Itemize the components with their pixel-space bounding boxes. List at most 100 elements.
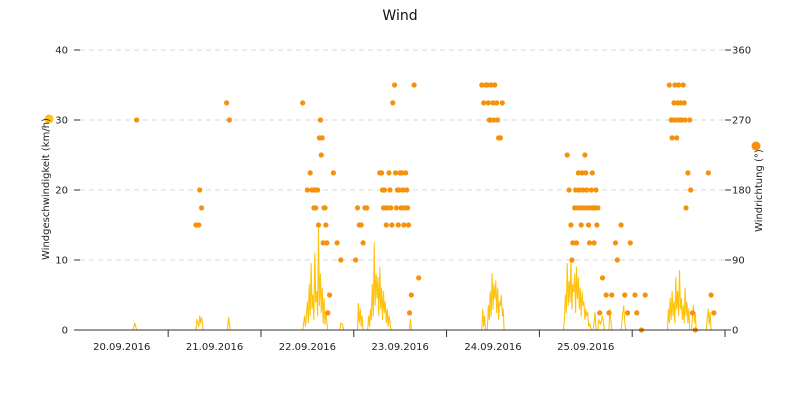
direction-point <box>490 100 496 106</box>
y-left-tick-label: 40 <box>55 46 68 57</box>
direction-point <box>327 292 333 298</box>
direction-point <box>612 240 619 246</box>
direction-point <box>676 82 682 88</box>
direction-point <box>484 82 490 88</box>
direction-point <box>313 205 319 211</box>
direction-point <box>582 152 588 158</box>
direction-point <box>597 310 603 316</box>
direction-point <box>674 135 680 141</box>
direction-point <box>323 222 329 228</box>
y-axis-left-label: Windgeschwindigkeit (km/h) <box>41 118 52 260</box>
direction-point <box>614 257 620 263</box>
direction-point <box>589 170 595 176</box>
direction-point <box>618 222 624 228</box>
direction-point <box>406 310 413 316</box>
x-axis-ticks: 20.09.2016 21.09.2016 22.09.2016 23.09.2016… <box>93 330 726 353</box>
direction-point <box>566 187 572 193</box>
y-right-tick-label: 270 <box>732 116 751 127</box>
direction-point <box>494 100 500 106</box>
direction-point <box>315 222 322 228</box>
direction-point <box>388 205 394 211</box>
direction-point <box>403 170 409 176</box>
direction-point <box>499 100 505 106</box>
direction-point <box>353 257 359 263</box>
y-axis-right-title: Windrichtung (°) <box>751 141 765 232</box>
direction-point <box>390 100 396 106</box>
direction-point <box>360 240 366 246</box>
direction-point <box>495 117 501 123</box>
x-tick-label: 25.09.2016 <box>557 342 614 353</box>
wind-direction-series <box>134 82 717 333</box>
direction-point <box>580 187 586 193</box>
direction-point <box>196 222 202 228</box>
direction-point <box>568 222 574 228</box>
direction-point <box>307 170 313 176</box>
direction-point <box>577 205 583 211</box>
direction-point <box>379 170 385 176</box>
y-axis-right-label: Windrichtung (°) <box>754 149 765 232</box>
direction-point <box>405 205 411 211</box>
direction-point <box>606 310 612 316</box>
y-left-tick-label: 20 <box>55 186 68 197</box>
direction-point <box>396 187 402 193</box>
x-tick-label: 20.09.2016 <box>93 342 150 353</box>
direction-point <box>318 152 324 158</box>
x-tick-label: 24.09.2016 <box>464 342 521 353</box>
chart-title: Wind <box>382 8 417 24</box>
direction-point <box>411 82 417 88</box>
y-left-tick-label: 0 <box>62 326 68 337</box>
direction-point <box>569 257 575 263</box>
direction-point <box>683 205 689 211</box>
direction-point <box>581 205 587 211</box>
direction-point <box>334 240 340 246</box>
direction-point <box>304 187 310 193</box>
direction-point <box>689 310 696 316</box>
direction-point <box>199 205 205 211</box>
direction-point <box>358 222 364 228</box>
direction-point <box>487 117 493 123</box>
y-left-tick-label: 10 <box>55 256 68 267</box>
y-axis-left-ticks: 0 10 20 30 40 <box>55 46 80 337</box>
direction-point <box>573 240 580 246</box>
direction-point <box>642 292 648 298</box>
y-right-tick-label: 360 <box>732 46 751 57</box>
direction-point <box>583 170 589 176</box>
direction-point <box>603 292 609 298</box>
direction-point <box>682 117 688 123</box>
direction-point <box>395 222 401 228</box>
direction-point <box>392 170 399 176</box>
direction-point <box>575 170 582 176</box>
direction-point <box>322 205 328 211</box>
direction-point <box>416 275 422 281</box>
direction-point <box>595 205 601 211</box>
x-tick-label: 21.09.2016 <box>186 342 243 353</box>
direction-point <box>711 310 717 316</box>
direction-point <box>627 240 633 246</box>
direction-point <box>705 170 711 176</box>
direction-point <box>405 222 412 228</box>
direction-point <box>609 292 615 298</box>
direction-point <box>389 222 395 228</box>
direction-point <box>398 205 404 211</box>
y-left-tick-label: 30 <box>55 116 68 127</box>
direction-point <box>578 222 584 228</box>
direction-point <box>672 82 678 88</box>
direction-point <box>708 292 714 298</box>
direction-point <box>492 82 498 88</box>
direction-point <box>632 292 638 298</box>
x-tick-label: 23.09.2016 <box>372 342 429 353</box>
direction-point <box>491 117 497 123</box>
direction-point <box>320 240 326 246</box>
direction-point <box>384 205 390 211</box>
x-tick-label: 22.09.2016 <box>279 342 336 353</box>
gridlines <box>80 49 725 261</box>
direction-point <box>584 187 590 193</box>
direction-point <box>687 117 693 123</box>
direction-point <box>681 100 687 106</box>
direction-point <box>381 187 387 193</box>
direction-point <box>387 187 393 193</box>
direction-point <box>573 187 579 193</box>
direction-point <box>325 310 331 316</box>
direction-point <box>488 82 494 88</box>
